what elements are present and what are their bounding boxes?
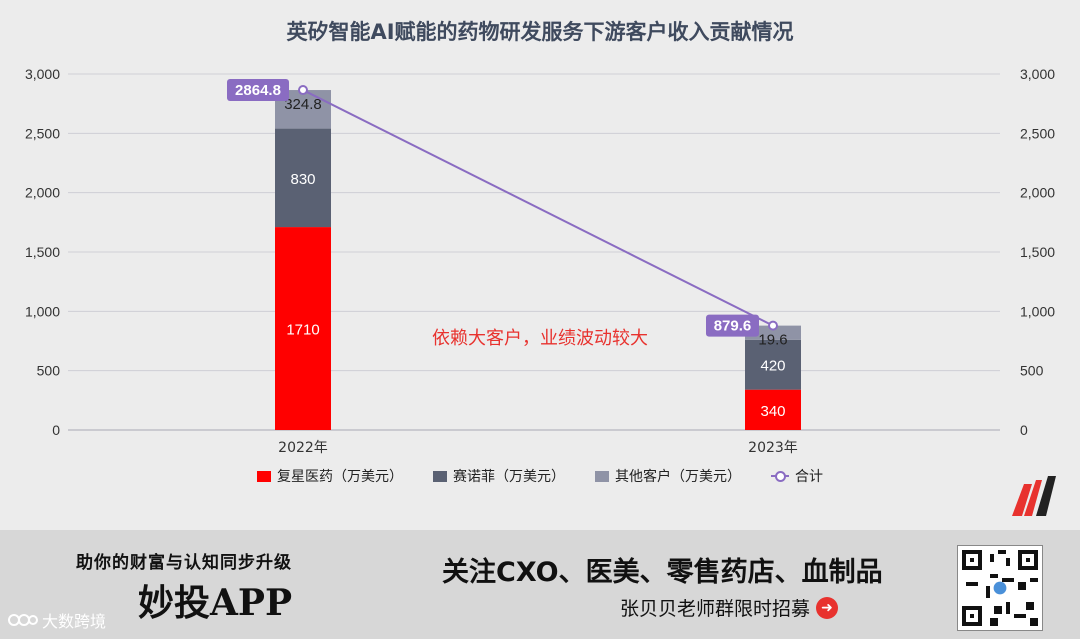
y-tick-label-right: 1,500 [1020,244,1055,260]
chart-svg: 0 0 500 500 1,000 1,000 1,500 1,500 2,000 2,000 2,… [25,66,1055,456]
total-label-box [227,79,289,102]
qr-code[interactable] [957,545,1043,631]
legend-swatch-sanofi [433,470,447,482]
banner-subline-text: 张贝贝老师群限时招募 [620,598,811,620]
chart-area: 英矽智能AI赋能的药物研发服务下游客户收入贡献情况 0 0 500 500 1,000 1… [0,20,1080,516]
banner-subline[interactable]: 张贝贝老师群限时招募 ➜ [620,594,839,621]
annotation-text: 依赖大客户，业绩波动较大 [432,328,648,349]
y-tick-label-left: 2,500 [25,125,60,141]
bar-fosun[interactable] [745,389,801,430]
y-tick-label-right: 500 [1020,363,1044,379]
bar-sanofi[interactable] [275,128,331,228]
total-point[interactable] [768,320,778,331]
data-label-fosun: 1710 [286,322,319,339]
total-point[interactable] [298,85,308,96]
total-line [302,89,774,327]
legend-label-others: 其他客户（万美元） [615,469,741,485]
y-tick-label-right: 3,000 [1020,66,1055,82]
watermark-text: 大数跨境 [42,612,107,631]
bar-sanofi[interactable] [745,339,801,390]
y-tick-label-right: 0 [1020,422,1028,438]
y-tick-label-left: 3,000 [25,66,60,82]
total-data-label: 2864.8 [235,82,281,99]
legend-item-fosun[interactable]: 复星医药（万美元） [257,466,403,486]
legend-item-others[interactable]: 其他客户（万美元） [595,466,741,486]
arrow-right-icon[interactable]: ➜ [816,596,839,619]
chart-title: 英矽智能AI赋能的药物研发服务下游客户收入贡献情况 [286,20,794,44]
legend-item-total[interactable]: 合计 [771,466,823,486]
legend-swatch-others [595,470,609,482]
data-label-sanofi: 830 [290,171,315,188]
x-tick-label: 2023年 [748,440,798,456]
banner-app-name: 妙投APP [138,582,293,624]
legend-swatch-fosun [257,470,271,482]
watermark: 大数跨境 [8,608,106,632]
banner-tagline: 助你的财富与认知同步升级 [76,553,292,573]
data-label-others: 19.6 [758,332,787,349]
banner-headline: 关注CXO、医美、零售药店、血制品 [442,557,883,588]
legend-label-fosun: 复星医药（万美元） [277,469,403,485]
legend-item-sanofi[interactable]: 赛诺菲（万美元） [433,466,565,486]
y-tick-label-left: 1,000 [25,303,60,319]
bar-fosun[interactable] [275,227,331,430]
watermark-logo-icon [8,614,38,626]
y-tick-label-left: 2,000 [25,185,60,201]
y-tick-label-left: 1,500 [25,244,60,260]
total-label-box [706,314,759,337]
total-data-label: 879.6 [714,318,752,335]
legend-label-sanofi: 赛诺菲（万美元） [453,469,565,485]
y-tick-label-left: 500 [37,363,61,379]
y-tick-label-left: 0 [52,422,60,438]
data-label-sanofi: 420 [760,358,785,375]
legend-label-total: 合计 [795,469,823,485]
y-tick-label-right: 2,500 [1020,125,1055,141]
legend-swatch-total [771,471,789,482]
data-label-others: 324.8 [284,96,322,113]
legend: 复星医药（万美元） 赛诺菲（万美元） 其他客户（万美元） 合计 [0,466,1080,486]
data-label-fosun: 340 [760,403,785,420]
x-tick-label: 2022年 [278,440,328,456]
promo-banner[interactable]: 助你的财富与认知同步升级 妙投APP 大数跨境 关注CXO、医美、零售药店、血制… [0,530,1080,639]
brand-logo-icon [1012,476,1056,516]
y-tick-label-right: 1,000 [1020,303,1055,319]
y-tick-label-right: 2,000 [1020,185,1055,201]
